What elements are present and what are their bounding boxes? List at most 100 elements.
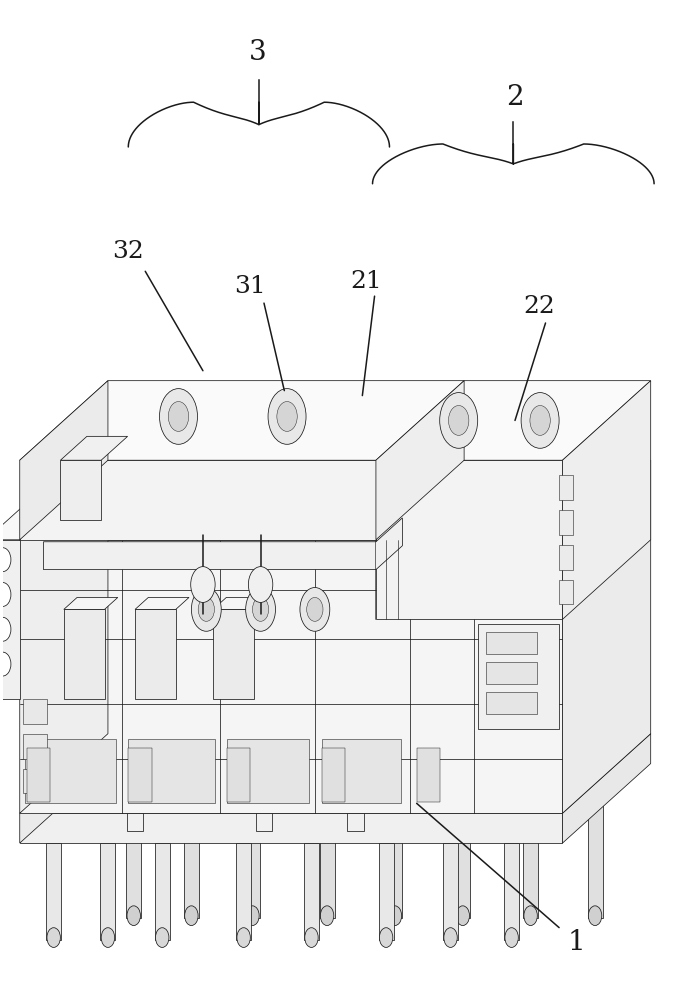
- Circle shape: [0, 652, 11, 676]
- Polygon shape: [376, 460, 562, 619]
- Bar: [486, 662, 537, 684]
- Polygon shape: [101, 843, 116, 940]
- Circle shape: [588, 906, 602, 926]
- Bar: [135, 609, 176, 699]
- Bar: [486, 692, 537, 714]
- Bar: [64, 609, 105, 699]
- Polygon shape: [47, 831, 75, 843]
- Polygon shape: [562, 734, 650, 843]
- Circle shape: [305, 928, 318, 947]
- Polygon shape: [20, 460, 108, 813]
- Circle shape: [530, 406, 551, 435]
- Polygon shape: [47, 843, 61, 940]
- Circle shape: [168, 402, 189, 431]
- Circle shape: [277, 402, 298, 431]
- Polygon shape: [60, 436, 128, 460]
- Polygon shape: [456, 795, 470, 918]
- Polygon shape: [20, 813, 562, 843]
- Polygon shape: [443, 831, 471, 843]
- Polygon shape: [588, 795, 603, 918]
- Circle shape: [47, 928, 60, 947]
- Polygon shape: [20, 381, 108, 540]
- Circle shape: [252, 597, 269, 621]
- Circle shape: [505, 928, 518, 947]
- Circle shape: [449, 406, 469, 435]
- Circle shape: [192, 588, 221, 631]
- Polygon shape: [379, 831, 407, 843]
- Polygon shape: [135, 597, 189, 609]
- Bar: [321, 748, 345, 802]
- Circle shape: [521, 393, 559, 448]
- Polygon shape: [443, 843, 458, 940]
- Bar: [129, 748, 152, 802]
- Polygon shape: [304, 831, 332, 843]
- Circle shape: [0, 617, 11, 641]
- Polygon shape: [562, 381, 650, 619]
- Polygon shape: [155, 843, 170, 940]
- Bar: [23, 734, 47, 759]
- Polygon shape: [64, 597, 118, 609]
- Polygon shape: [20, 460, 650, 540]
- Polygon shape: [213, 597, 267, 609]
- Circle shape: [101, 928, 115, 947]
- Bar: [486, 632, 537, 654]
- Polygon shape: [304, 843, 319, 940]
- Polygon shape: [387, 795, 402, 918]
- Circle shape: [389, 906, 402, 926]
- Text: 1: 1: [567, 929, 585, 956]
- Circle shape: [0, 583, 11, 606]
- Polygon shape: [127, 813, 143, 831]
- Text: 32: 32: [112, 240, 144, 263]
- Polygon shape: [20, 540, 562, 813]
- Bar: [417, 748, 440, 802]
- Circle shape: [268, 389, 306, 444]
- Circle shape: [127, 906, 140, 926]
- Polygon shape: [245, 795, 260, 918]
- Polygon shape: [504, 843, 519, 940]
- Bar: [226, 748, 250, 802]
- Polygon shape: [60, 460, 101, 520]
- Circle shape: [185, 906, 198, 926]
- Polygon shape: [504, 831, 532, 843]
- Polygon shape: [477, 624, 559, 729]
- Circle shape: [456, 906, 469, 926]
- Circle shape: [306, 597, 323, 621]
- Bar: [559, 475, 573, 500]
- Polygon shape: [236, 843, 251, 940]
- Circle shape: [198, 597, 215, 621]
- Circle shape: [248, 567, 273, 602]
- Text: 31: 31: [235, 275, 266, 298]
- Text: 22: 22: [523, 295, 555, 318]
- Polygon shape: [523, 795, 538, 918]
- Polygon shape: [184, 795, 199, 918]
- Bar: [559, 580, 573, 604]
- Polygon shape: [127, 795, 141, 918]
- Bar: [23, 768, 47, 793]
- Circle shape: [320, 906, 334, 926]
- Text: 21: 21: [350, 270, 382, 293]
- Polygon shape: [20, 460, 376, 540]
- Circle shape: [191, 567, 215, 602]
- Circle shape: [155, 928, 169, 947]
- Bar: [23, 699, 47, 724]
- Polygon shape: [376, 381, 650, 460]
- Polygon shape: [376, 381, 464, 540]
- Polygon shape: [379, 843, 393, 940]
- Bar: [213, 609, 254, 699]
- Bar: [559, 510, 573, 535]
- Text: 2: 2: [506, 84, 524, 111]
- Bar: [25, 739, 116, 803]
- Circle shape: [444, 928, 458, 947]
- Bar: [129, 739, 215, 803]
- Polygon shape: [256, 813, 272, 831]
- Polygon shape: [44, 518, 402, 570]
- Polygon shape: [20, 734, 108, 843]
- Bar: [226, 739, 308, 803]
- Text: 3: 3: [248, 39, 266, 66]
- Circle shape: [246, 588, 276, 631]
- Circle shape: [440, 393, 477, 448]
- Polygon shape: [101, 831, 129, 843]
- Bar: [321, 739, 401, 803]
- Circle shape: [300, 588, 330, 631]
- Circle shape: [246, 906, 259, 926]
